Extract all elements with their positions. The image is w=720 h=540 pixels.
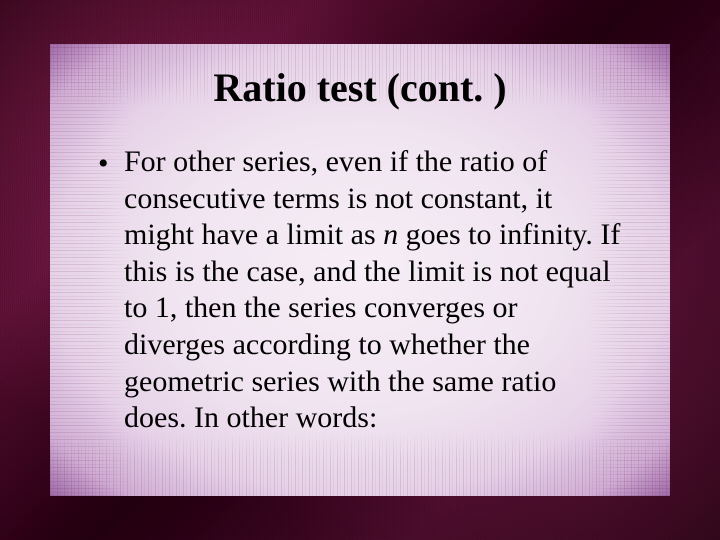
bullet-text: For other series, even if the ratio of c…: [124, 144, 622, 437]
bullet-marker: •: [98, 144, 124, 183]
slide-panel: Ratio test (cont. ) • For other series, …: [50, 44, 670, 496]
bullet-text-italic-n: n: [383, 218, 398, 251]
slide-title: Ratio test (cont. ): [98, 66, 622, 110]
bullet-item: • For other series, even if the ratio of…: [98, 144, 622, 437]
slide-body: • For other series, even if the ratio of…: [98, 144, 622, 437]
